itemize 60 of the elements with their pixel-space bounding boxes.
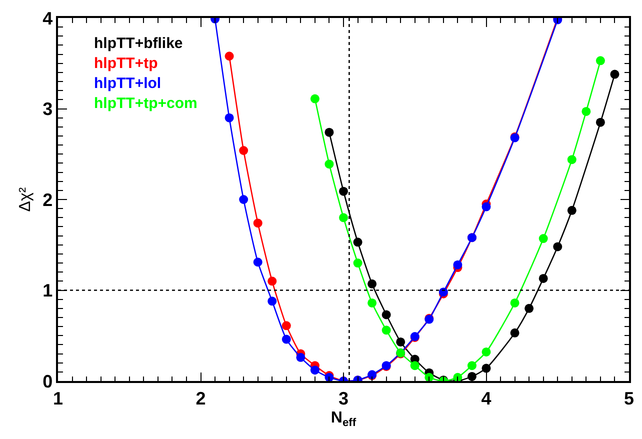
- point: [268, 296, 277, 306]
- point: [396, 337, 406, 346]
- point: [339, 213, 348, 222]
- y-tick-label: 2: [42, 190, 53, 210]
- x-tick-label: 2: [196, 388, 206, 408]
- point: [424, 372, 434, 381]
- point: [482, 364, 491, 373]
- point: [282, 321, 291, 330]
- point: [339, 186, 348, 196]
- text: hlpTT+tp+com: [94, 95, 198, 112]
- text: hlpTT+lol: [94, 75, 162, 92]
- y-tick-label: 3: [42, 99, 53, 120]
- point: [538, 234, 548, 244]
- point: [482, 202, 491, 212]
- point: [453, 372, 462, 381]
- point: [324, 160, 334, 169]
- y-tick-label: 4: [42, 8, 53, 28]
- point: [282, 334, 291, 344]
- x-tick-label: 5: [624, 388, 634, 408]
- point: [253, 218, 262, 228]
- point: [268, 276, 277, 286]
- point: [567, 155, 576, 164]
- point: [482, 347, 491, 356]
- point: [582, 106, 591, 116]
- point: [239, 146, 248, 155]
- point: [510, 298, 520, 308]
- point: [296, 352, 306, 362]
- legend-label: hlpTT+bflike: [94, 35, 183, 52]
- text: hlpTT+tp: [94, 55, 158, 72]
- point: [382, 326, 391, 335]
- point: [453, 260, 462, 270]
- point: [467, 361, 476, 370]
- point: [467, 372, 476, 381]
- point: [310, 94, 320, 104]
- point: [353, 258, 362, 268]
- point: [382, 310, 391, 320]
- point: [368, 298, 377, 308]
- y-tick-label: 1: [42, 280, 53, 301]
- point: [239, 195, 248, 204]
- point: [253, 258, 262, 267]
- point: [596, 56, 605, 66]
- point: [524, 304, 534, 313]
- y-tick-label: 0: [42, 371, 53, 392]
- point: [510, 328, 520, 338]
- point: [324, 128, 334, 137]
- point: [567, 206, 576, 215]
- y-axis-title: Δχ²: [17, 186, 34, 212]
- point: [353, 238, 362, 247]
- point: [224, 52, 234, 61]
- x-tick-label: 3: [338, 388, 349, 408]
- x-axis-title: N$_{eff}$: [330, 410, 356, 429]
- point: [596, 118, 605, 127]
- x-tick-label: 4: [481, 388, 492, 408]
- point: [368, 279, 377, 288]
- point: [224, 113, 234, 122]
- point: [310, 366, 320, 375]
- point: [610, 70, 620, 79]
- point: [538, 274, 548, 283]
- point: [410, 361, 420, 370]
- point: [553, 242, 562, 252]
